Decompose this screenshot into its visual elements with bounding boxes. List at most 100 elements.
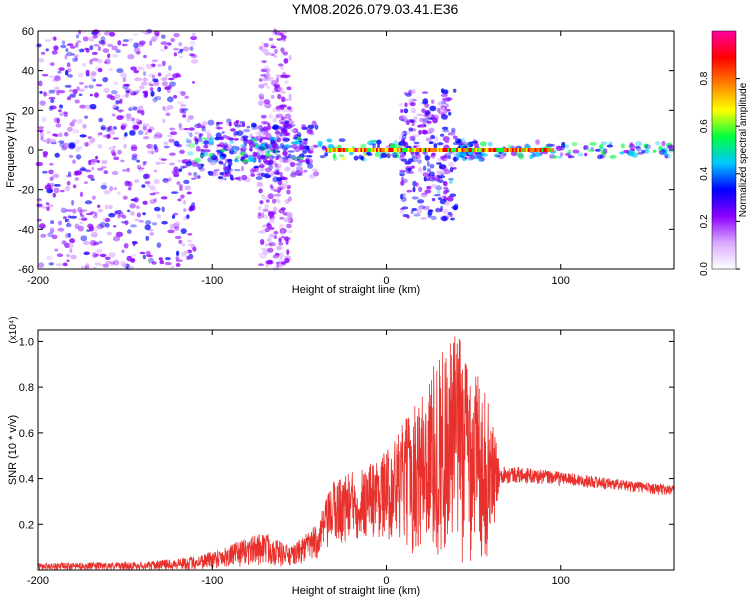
spectrogram-cell <box>208 157 213 163</box>
spectrogram-peak-cell <box>478 148 481 152</box>
spectrogram-cell <box>200 124 206 129</box>
spectrogram-cell <box>50 138 57 144</box>
spectrogram-cell <box>90 178 95 181</box>
spectrogram-cell <box>218 161 223 164</box>
spectrogram-cell <box>65 69 69 76</box>
spectrogram-cell <box>422 91 428 94</box>
spectrogram-cell <box>134 218 141 222</box>
spectrogram-cell <box>208 153 215 157</box>
spectrogram-cell <box>101 159 108 165</box>
spectrogram-cell <box>41 73 49 77</box>
y-tick-label: 0.6 <box>19 428 34 440</box>
spectrogram-cell <box>279 143 285 148</box>
spectrogram-cell <box>191 161 199 167</box>
x-tick-label: -100 <box>201 575 223 587</box>
spectrogram-cell <box>144 94 148 99</box>
colorbar-label: Normalized spectral amplitude <box>738 82 749 217</box>
spectrogram-cell <box>95 83 103 87</box>
colorbar-gradient <box>711 30 737 270</box>
spectrogram-cell <box>284 179 289 184</box>
spectrogram-cell <box>165 112 171 117</box>
spectrogram-cell <box>377 143 380 149</box>
spectrogram-cell <box>272 108 277 113</box>
spectrogram-peak-cell <box>477 148 480 152</box>
spectrogram-cell <box>183 251 190 254</box>
spectrogram-cell <box>66 259 70 263</box>
spectrogram-cell <box>38 80 43 87</box>
spectrogram-cell <box>278 104 285 108</box>
spectrogram-cell <box>392 155 398 159</box>
spectrogram-cell <box>187 171 192 176</box>
spectrogram-cell <box>127 209 131 213</box>
spectrogram-cell <box>282 51 288 56</box>
spectrogram-cell <box>102 134 111 138</box>
spectrogram-cell <box>264 172 269 176</box>
spectrogram-cell <box>258 188 263 194</box>
spectrogram-cell <box>529 154 534 159</box>
spectrogram-cell <box>281 96 286 103</box>
spectrogram-cell <box>223 142 229 148</box>
spectrogram-cell <box>399 173 404 177</box>
spectrogram-cell <box>273 171 280 175</box>
spectrogram-cell <box>493 153 501 158</box>
spectrogram-cell <box>635 145 642 152</box>
spectrogram-cell <box>178 239 183 244</box>
spectrogram-cell <box>279 132 283 137</box>
spectrogram-cell <box>400 154 405 158</box>
spectrogram-cell <box>274 187 280 191</box>
spectrogram-peak-cell <box>532 148 535 152</box>
spectrogram-cell <box>421 108 426 113</box>
spectrogram-cell <box>445 188 450 193</box>
spectrogram-cell <box>332 153 336 159</box>
spectrogram-cell <box>431 99 435 104</box>
spectrogram-cell <box>277 144 282 149</box>
spectrogram-cell <box>251 122 257 128</box>
spectrogram-peak-cell <box>383 148 386 152</box>
spectrogram-cell <box>445 190 450 193</box>
spectrogram-cell <box>121 214 127 219</box>
spectrogram-cell <box>54 152 60 158</box>
spectrogram-cell <box>228 148 235 155</box>
spectrogram-cell <box>627 151 635 157</box>
spectrogram-cell <box>413 213 421 217</box>
spectrogram-cell <box>271 217 276 220</box>
spectrogram-cell <box>88 84 94 89</box>
spectrogram-cell <box>241 174 248 181</box>
spectrogram-cell <box>167 96 174 103</box>
spectrogram-cell <box>303 169 308 173</box>
spectrogram-cell <box>170 38 175 42</box>
spectrogram-cell <box>72 208 77 214</box>
spectrogram-cell <box>644 144 652 150</box>
spectrogram-cell <box>91 167 95 171</box>
spectrogram-cell <box>263 43 269 48</box>
spectrogram-cell <box>418 186 423 192</box>
spectrogram-cell <box>222 163 226 166</box>
spectrogram-cell <box>182 200 187 205</box>
spectrogram-cell <box>272 254 280 260</box>
spectrogram-cell <box>109 130 116 135</box>
spectrogram-cell <box>48 262 54 266</box>
spectrogram-cell <box>53 187 60 194</box>
spectrogram-cell <box>169 127 176 131</box>
spectrogram-cell <box>436 142 444 146</box>
spectrogram-cell <box>263 99 271 105</box>
spectrogram-cell <box>157 72 162 77</box>
spectrogram-cell <box>469 154 477 160</box>
spectrogram-cell <box>96 132 102 137</box>
spectrogram-cell <box>41 116 47 123</box>
spectrogram-cell <box>90 158 98 163</box>
spectrogram-cell <box>85 48 90 53</box>
spectrogram-peak-cell <box>390 148 393 152</box>
spectrogram-peak-cell <box>351 148 354 152</box>
spectrogram-cell <box>276 154 281 158</box>
spectrogram-cell <box>215 121 220 127</box>
spectrogram-cell <box>80 265 85 269</box>
spectrogram-cell <box>56 90 60 96</box>
spectrogram-cell <box>149 232 155 236</box>
spectrogram-cell <box>234 177 241 180</box>
spectrogram-peak-cell <box>377 148 380 152</box>
spectrogram-cell <box>259 200 264 205</box>
spectrogram-cell <box>279 228 287 234</box>
spectrogram-cell <box>261 42 265 45</box>
spectrogram-cell <box>178 184 183 189</box>
